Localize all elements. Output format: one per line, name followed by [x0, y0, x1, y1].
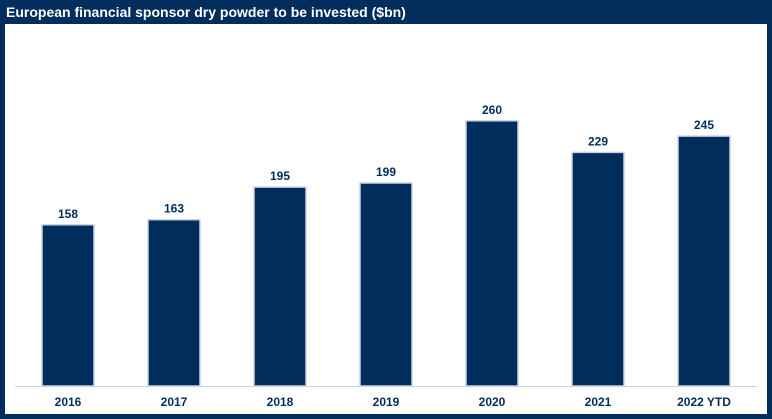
bar-2019: [359, 182, 413, 387]
chart-title: European financial sponsor dry powder to…: [0, 0, 414, 24]
x-tick-label-2021: 2021: [585, 395, 612, 409]
bar-2016: [41, 224, 95, 387]
bar-2017: [147, 218, 201, 387]
value-label-2018: 195: [270, 169, 290, 183]
value-label-2020: 260: [482, 103, 502, 117]
value-label-2017: 163: [164, 202, 184, 216]
plot-area: 158 163 195 199 260 229 245 2016 2017 2018 2019 20…: [5, 24, 767, 414]
bars-group: [41, 120, 731, 387]
bar-2018: [253, 186, 307, 387]
value-labels-group: 158 163 195 199 260 229 245: [58, 103, 714, 221]
x-tick-label-2016: 2016: [55, 395, 82, 409]
bar-2020: [465, 120, 519, 387]
x-tick-label-2018: 2018: [267, 395, 294, 409]
x-tick-label-2017: 2017: [161, 395, 188, 409]
x-tick-label-2020: 2020: [479, 395, 506, 409]
value-label-2019: 199: [376, 165, 396, 179]
x-tick-labels-group: 2016 2017 2018 2019 2020 2021 2022 YTD: [55, 395, 732, 409]
value-label-2016: 158: [58, 207, 78, 221]
bar-2021: [571, 151, 625, 387]
value-label-2022-ytd: 245: [694, 118, 714, 132]
value-label-2021: 229: [588, 134, 608, 148]
x-tick-label-2022-ytd: 2022 YTD: [677, 395, 731, 409]
x-tick-label-2019: 2019: [373, 395, 400, 409]
bar-2022-ytd: [677, 135, 731, 387]
